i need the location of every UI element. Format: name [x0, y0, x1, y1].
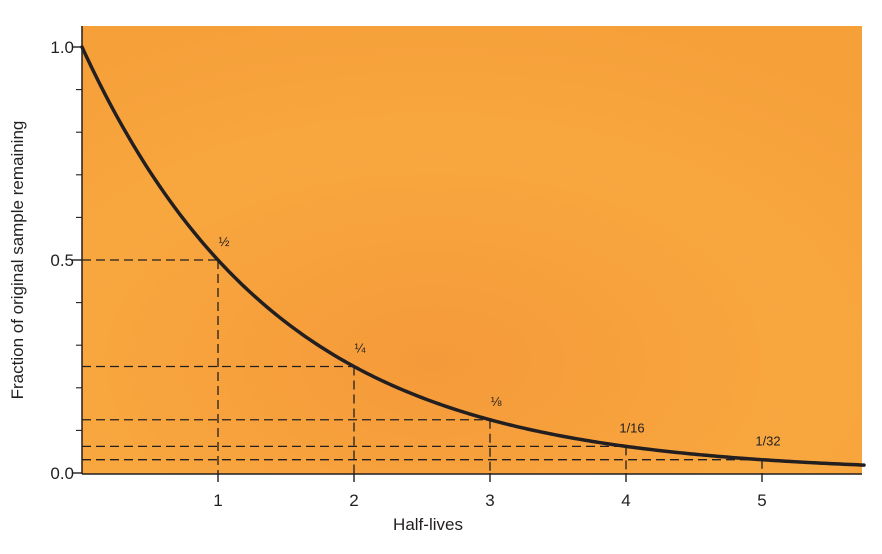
x-tick-label-2: 2	[349, 491, 358, 510]
axis-ticks	[72, 46, 763, 482]
fraction-label-3: ⅛	[491, 394, 502, 409]
x-tick-label-3: 3	[485, 491, 494, 510]
fraction-label-4: 1/16	[619, 420, 644, 435]
fraction-labels: ½ ¼ ⅛ 1/16 1/32	[219, 234, 781, 449]
tick-labels: 1 2 3 4 5 0.0 0.5 1.0	[50, 38, 766, 510]
x-tick-label-1: 1	[213, 491, 222, 510]
y-tick-label-2: 0.5	[50, 251, 74, 270]
fraction-label-2: ¼	[355, 341, 366, 356]
x-tick-label-4: 4	[621, 491, 630, 510]
x-tick-label-5: 5	[757, 491, 766, 510]
y-tick-label-1: 0.0	[50, 464, 74, 483]
y-axis-title: Fraction of original sample remaining	[8, 121, 27, 400]
fraction-label-1: ½	[219, 234, 230, 249]
guide-lines	[82, 259, 763, 474]
fraction-label-5: 1/32	[755, 434, 780, 449]
decay-curve	[80, 45, 866, 467]
x-axis-title: Half-lives	[393, 515, 463, 534]
plot-background	[82, 26, 862, 474]
y-tick-label-3: 1.0	[50, 38, 74, 57]
